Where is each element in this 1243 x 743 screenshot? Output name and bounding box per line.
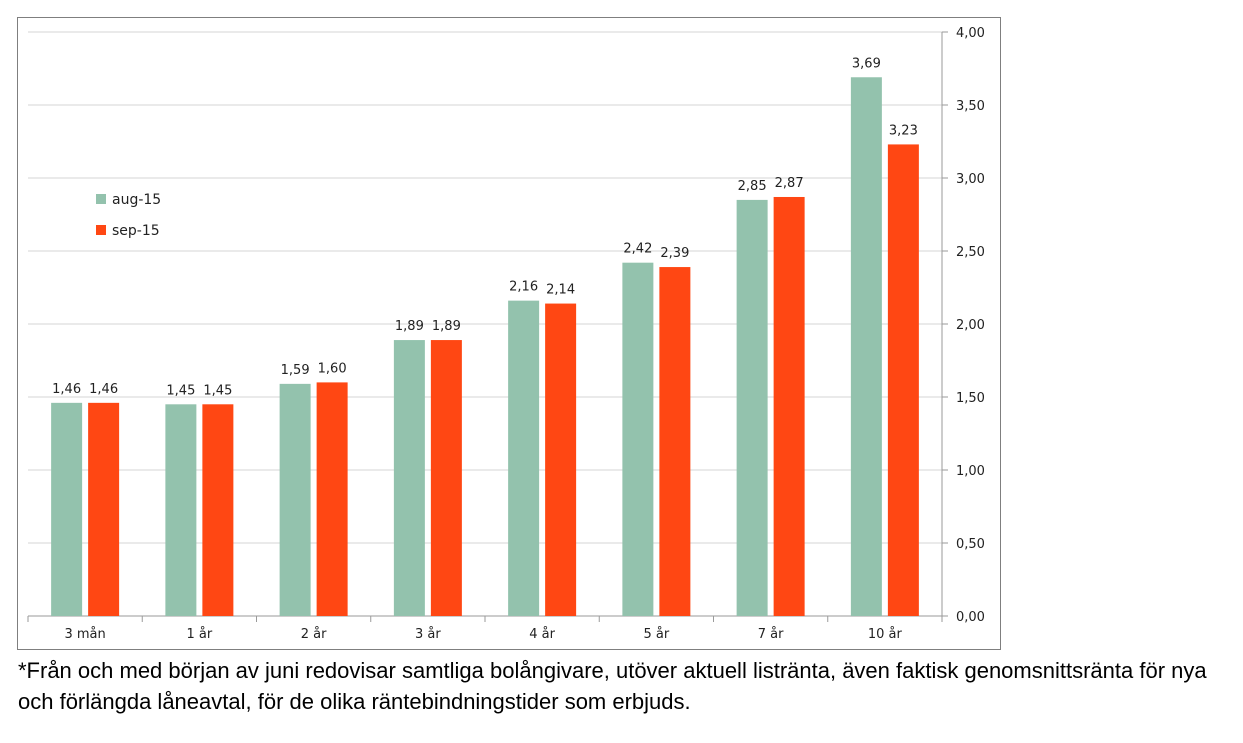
data-label: 1,46 — [89, 382, 118, 397]
legend-label: sep-15 — [112, 223, 160, 239]
data-label: 3,23 — [889, 123, 918, 138]
y-tick-label: 1,00 — [956, 464, 985, 479]
y-tick-label: 3,00 — [956, 172, 985, 187]
bar-chart: 1,46 1,46 1,45 1,45 1,59 1,60 1,89 1,89 2,16 2,14… — [27, 26, 985, 642]
x-tick-label: 4 år — [529, 627, 555, 642]
x-tick-label: 5 år — [644, 627, 670, 642]
data-label: 1,60 — [318, 361, 347, 376]
x-tick-label: 3 mån — [64, 627, 105, 642]
bar-aug-15 — [279, 383, 311, 616]
legend-swatch — [96, 194, 106, 204]
data-label: 2,85 — [738, 179, 767, 194]
y-tick-label: 4,00 — [956, 26, 985, 41]
data-label: 1,89 — [395, 319, 424, 334]
y-tick-label: 2,00 — [956, 318, 985, 333]
x-tick-label: 7 år — [758, 627, 784, 642]
data-label: 1,45 — [203, 383, 232, 398]
bar-sep-15 — [659, 267, 691, 616]
legend-swatch — [96, 225, 106, 235]
data-label: 2,39 — [660, 246, 689, 261]
data-label: 2,42 — [623, 242, 652, 257]
bar-sep-15 — [887, 144, 919, 617]
data-label: 1,89 — [432, 319, 461, 334]
y-tick-label: 1,50 — [956, 391, 985, 406]
bar-aug-15 — [622, 262, 654, 616]
x-tick-label: 3 år — [415, 627, 441, 642]
data-label: 2,87 — [775, 176, 804, 191]
x-tick-label: 2 år — [301, 627, 327, 642]
bar-aug-15 — [393, 340, 425, 616]
y-tick-label: 3,50 — [956, 99, 985, 114]
bar-aug-15 — [736, 199, 768, 616]
data-label: 1,59 — [281, 363, 310, 378]
bar-aug-15 — [508, 300, 540, 616]
bar-sep-15 — [773, 196, 805, 617]
data-label: 1,45 — [166, 383, 195, 398]
bar-sep-15 — [430, 340, 462, 616]
chart-frame: 1,46 1,46 1,45 1,45 1,59 1,60 1,89 1,89 2,16 2,14… — [17, 17, 1001, 650]
y-tick-label: 0,50 — [956, 537, 985, 552]
x-tick-label: 1 år — [187, 627, 213, 642]
bar-aug-15 — [850, 77, 882, 616]
x-tick-label: 10 år — [868, 627, 903, 642]
data-label: 2,14 — [546, 283, 575, 298]
y-tick-label: 0,00 — [956, 610, 985, 625]
bar-aug-15 — [51, 402, 83, 616]
bar-sep-15 — [316, 382, 348, 616]
data-label: 2,16 — [509, 280, 538, 295]
bar-sep-15 — [88, 402, 120, 616]
legend-label: aug-15 — [112, 192, 161, 208]
bar-sep-15 — [202, 404, 234, 616]
data-label: 3,69 — [852, 56, 881, 71]
bar-aug-15 — [165, 404, 197, 616]
y-tick-label: 2,50 — [956, 245, 985, 260]
data-label: 1,46 — [52, 382, 81, 397]
footnote: *Från och med början av juni redovisar s… — [18, 658, 1207, 714]
bar-sep-15 — [545, 303, 577, 616]
